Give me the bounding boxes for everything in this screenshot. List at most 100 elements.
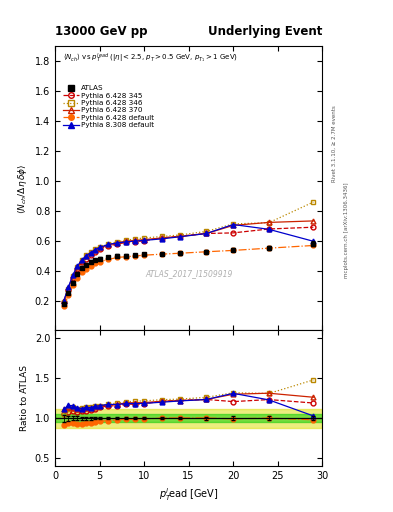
Pythia 6.428 370 [62,297,66,304]
Pythia 8.308 default [84,252,88,259]
Pythia 6.428 345 [93,249,97,255]
Pythia 6.428 345 [62,299,66,305]
Pythia 6.428 346 [177,232,182,238]
Pythia 8.308 default [231,221,235,227]
Pythia 6.428 346 [266,220,271,226]
Pythia 8.308 default [88,249,93,255]
Pythia 6.428 346 [75,264,80,270]
Pythia 6.428 370 [106,242,111,248]
Pythia 6.428 345 [106,243,111,249]
Y-axis label: Ratio to ATLAS: Ratio to ATLAS [20,365,29,431]
Pythia 6.428 default [66,292,71,298]
Pythia 6.428 345 [70,275,75,281]
Pythia 6.428 370 [84,253,88,259]
Pythia 8.308 default [115,240,120,246]
Text: 13000 GeV pp: 13000 GeV pp [55,26,147,38]
Pythia 6.428 345 [75,266,80,272]
Pythia 6.428 default [115,254,120,261]
Text: Rivet 3.1.10, ≥ 2.7M events: Rivet 3.1.10, ≥ 2.7M events [332,105,337,182]
Pythia 8.308 default [124,239,129,245]
Pythia 6.428 345 [88,252,93,258]
Pythia 6.428 370 [70,273,75,280]
Pythia 6.428 default [160,251,164,257]
Pythia 6.428 346 [311,199,316,205]
X-axis label: $p_T^l\!$ead [GeV]: $p_T^l\!$ead [GeV] [159,486,219,503]
Pythia 8.308 default [70,272,75,278]
Pythia 6.428 default [84,266,88,272]
Pythia 6.428 346 [204,228,209,234]
Pythia 6.428 345 [66,287,71,293]
Line: Pythia 6.428 default: Pythia 6.428 default [61,243,316,308]
Pythia 6.428 345 [124,240,129,246]
Pythia 6.428 345 [79,259,84,265]
Pythia 8.308 default [160,236,164,242]
Pythia 8.308 default [97,244,102,250]
Pythia 6.428 345 [266,226,271,232]
Pythia 6.428 370 [66,285,71,291]
Pythia 6.428 346 [79,257,84,263]
Pythia 6.428 default [124,253,129,260]
Pythia 6.428 345 [115,241,120,247]
Pythia 6.428 345 [177,233,182,239]
Text: ATLAS_2017_I1509919: ATLAS_2017_I1509919 [145,269,232,278]
Pythia 6.428 default [177,250,182,257]
Pythia 6.428 default [97,259,102,265]
Pythia 6.428 default [142,252,147,258]
Pythia 6.428 default [75,275,80,281]
Pythia 8.308 default [75,263,80,269]
Pythia 6.428 346 [142,235,147,241]
Line: Pythia 6.428 370: Pythia 6.428 370 [61,219,316,303]
Pythia 6.428 345 [311,224,316,230]
Text: mcplots.cern.ch [arXiv:1306.3436]: mcplots.cern.ch [arXiv:1306.3436] [344,183,349,278]
Line: Pythia 8.308 default: Pythia 8.308 default [61,222,316,303]
Text: $\langle N_{ch}\rangle$ vs $p_T^{lead}$ ($|\eta| < 2.5$, $p_T > 0.5$ GeV, $p_{T_: $\langle N_{ch}\rangle$ vs $p_T^{lead}$ … [63,52,238,65]
Pythia 6.428 346 [93,246,97,252]
Pythia 6.428 default [88,263,93,269]
Pythia 6.428 default [93,261,97,267]
Pythia 6.428 370 [97,245,102,251]
Pythia 8.308 default [62,297,66,304]
Pythia 6.428 370 [204,230,209,237]
Pythia 8.308 default [142,237,147,243]
Pythia 6.428 default [106,257,111,263]
Text: Underlying Event: Underlying Event [208,26,322,38]
Pythia 6.428 370 [311,218,316,224]
Pythia 6.428 370 [124,238,129,244]
Pythia 6.428 346 [97,244,102,250]
Pythia 6.428 345 [142,238,147,244]
Pythia 6.428 default [70,282,75,288]
Pythia 6.428 default [133,253,138,259]
Pythia 6.428 370 [142,237,147,243]
Pythia 6.428 370 [115,240,120,246]
Pythia 8.308 default [204,230,209,237]
Line: Pythia 6.428 345: Pythia 6.428 345 [61,225,316,305]
Pythia 6.428 370 [177,233,182,240]
Pythia 8.308 default [311,238,316,244]
Pythia 6.428 346 [160,233,164,240]
Pythia 6.428 370 [79,258,84,264]
Pythia 6.428 345 [97,246,102,252]
Pythia 6.428 346 [115,239,120,245]
Pythia 6.428 346 [106,241,111,247]
Pythia 6.428 346 [88,249,93,255]
Line: Pythia 6.428 346: Pythia 6.428 346 [61,200,316,305]
Pythia 6.428 default [231,247,235,253]
Pythia 6.428 346 [70,273,75,279]
Pythia 6.428 default [62,303,66,309]
Pythia 6.428 370 [160,235,164,241]
Pythia 6.428 346 [133,236,138,242]
Pythia 6.428 default [266,245,271,251]
Pythia 6.428 346 [84,252,88,259]
Pythia 8.308 default [79,257,84,263]
Pythia 8.308 default [106,241,111,247]
Pythia 6.428 370 [75,264,80,270]
Legend: ATLAS, Pythia 6.428 345, Pythia 6.428 346, Pythia 6.428 370, Pythia 6.428 defaul: ATLAS, Pythia 6.428 345, Pythia 6.428 34… [61,84,155,130]
Pythia 6.428 346 [124,237,129,243]
Pythia 6.428 346 [231,221,235,227]
Pythia 6.428 370 [88,250,93,256]
Pythia 6.428 345 [84,255,88,262]
Pythia 8.308 default [177,233,182,240]
Pythia 6.428 345 [204,230,209,237]
Pythia 6.428 default [204,249,209,255]
Pythia 6.428 345 [231,230,235,236]
